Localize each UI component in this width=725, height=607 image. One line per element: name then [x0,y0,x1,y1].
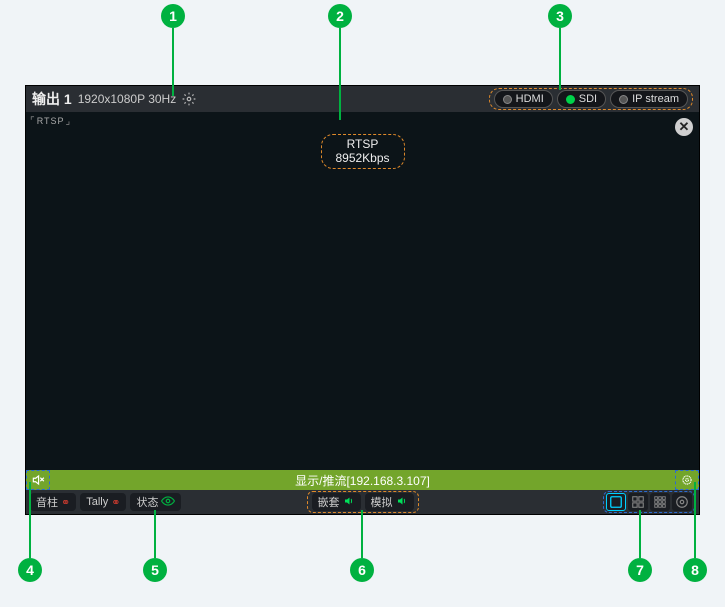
settings-gear-icon[interactable] [182,92,196,106]
ip-label: IP stream [632,93,679,105]
layout-settings-button[interactable] [672,493,692,511]
callout-line-8 [694,482,696,558]
pill-embedded-label: 嵌套 [318,494,340,510]
callout-8: 8 [683,558,707,582]
output-sdi-button[interactable]: SDI [557,90,606,108]
pill-audio-label: 音柱 [36,494,58,510]
corner-protocol-tag: RTSP [30,116,71,127]
callout-line-2 [339,28,341,120]
status-text: 显示/推流[192.168.3.107] [295,472,430,489]
callout-7: 7 [628,558,652,582]
callout-3: 3 [548,4,572,28]
hdmi-label: HDMI [516,93,544,105]
pill-embedded[interactable]: 嵌套 [312,493,361,511]
chain-icon: ⚭ [61,496,70,509]
pill-tally-label: Tally [86,496,108,508]
callout-line-6 [361,510,363,558]
grid-9-icon [653,495,667,509]
stream-protocol: RTSP [335,137,389,151]
top-bar: 输出 1 1920x1080P 30Hz HDMI SDI IP stream [26,86,699,112]
pill-analog-label: 模拟 [371,494,393,510]
callout-4: 4 [18,558,42,582]
status-bar: 显示/推流[192.168.3.107] [26,470,699,490]
pill-status-label: 状态 [136,494,158,510]
stream-bitrate: 8952Kbps [335,151,389,165]
layout-button-group [603,491,695,513]
sdi-dot-icon [566,95,575,104]
output-type-group: HDMI SDI IP stream [489,88,693,110]
callout-6: 6 [350,558,374,582]
grid-4-icon [631,495,645,509]
output-hdmi-button[interactable]: HDMI [494,90,553,108]
callout-line-5 [154,510,156,558]
callout-line-3 [559,28,561,90]
callout-line-7 [639,510,641,558]
layout-nine-button[interactable] [650,493,670,511]
gear-outline-icon [680,473,694,487]
callout-5: 5 [143,558,167,582]
gear-icon [675,495,689,509]
pill-audio-column[interactable]: 音柱 ⚭ [30,493,76,511]
callout-line-1 [172,28,174,96]
grid-1-icon [609,495,623,509]
close-button[interactable]: ✕ [675,118,693,136]
stream-info-badge: RTSP 8952Kbps [320,134,404,169]
callout-line-4 [29,482,31,558]
ip-dot-icon [619,95,628,104]
eye-icon [161,494,175,511]
layout-quad-button[interactable] [628,493,648,511]
pill-tally[interactable]: Tally ⚭ [80,493,126,511]
speaker-icon [396,495,408,510]
pill-analog[interactable]: 模拟 [365,493,414,511]
resolution-text: 1920x1080P 30Hz [78,92,177,106]
speaker-icon [343,495,355,510]
output-panel: 输出 1 1920x1080P 30Hz HDMI SDI IP stream … [25,85,700,515]
sdi-label: SDI [579,93,597,105]
output-title: 输出 1 [32,89,72,109]
callout-1: 1 [161,4,185,28]
chain-icon: ⚭ [111,496,120,509]
hdmi-dot-icon [503,95,512,104]
callout-2: 2 [328,4,352,28]
video-preview-area: RTSP ✕ RTSP 8952Kbps [26,112,699,470]
output-ipstream-button[interactable]: IP stream [610,90,688,108]
speaker-muted-icon [31,473,45,487]
pill-status[interactable]: 状态 [130,493,181,511]
layout-single-button[interactable] [606,493,626,511]
